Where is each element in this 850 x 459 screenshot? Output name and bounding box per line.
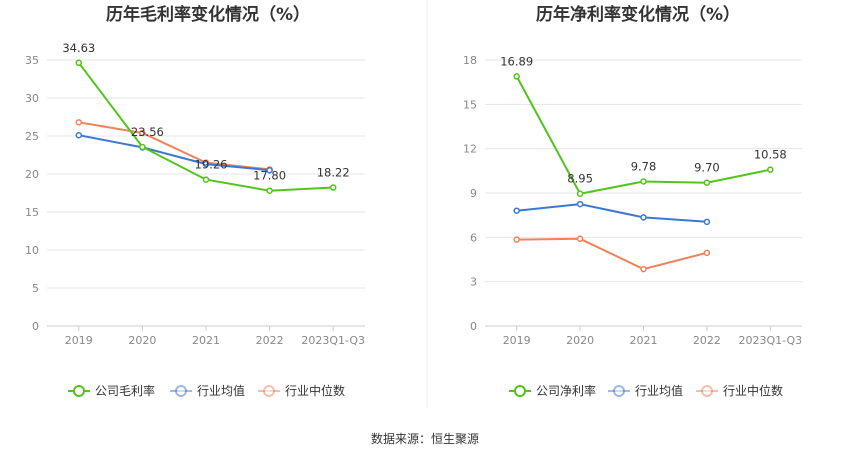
- data-point: [576, 190, 584, 197]
- legend-item: 公司净利率: [509, 383, 596, 398]
- legend-item: 行业均值: [170, 383, 245, 398]
- legend-item: 行业中位数: [696, 383, 783, 398]
- data-label: 16.89: [500, 54, 533, 68]
- data-point: [329, 184, 337, 191]
- y-tick-label: 0: [32, 320, 39, 333]
- data-point: [139, 129, 146, 137]
- data-point: [576, 200, 584, 208]
- data-point: [640, 265, 647, 273]
- data-point: [202, 176, 210, 183]
- data-source: 数据来源：恒生聚源: [371, 431, 479, 446]
- circle-line-marker-icon: [175, 385, 187, 397]
- circle-line-marker-icon: [514, 385, 526, 397]
- data-point: [75, 119, 83, 126]
- y-tick-label: 3: [470, 276, 477, 289]
- x-tick-label: 2020: [128, 334, 156, 347]
- circle-line-marker-icon: [701, 385, 713, 397]
- data-label: 8.95: [567, 172, 593, 186]
- legend: 公司毛利率 行业均值 行业中位数: [68, 383, 345, 398]
- x-tick-label: 2023Q1-Q3: [738, 334, 802, 347]
- circle-line-marker-icon: [263, 385, 275, 397]
- data-point: [513, 73, 520, 80]
- data-label: 19.26: [195, 158, 228, 172]
- gross-margin-chart: 历年毛利率变化情况（%） 0 5 10 15 20 25 30 35 2019 2020 2021 2…: [25, 4, 365, 398]
- data-point: [513, 207, 520, 214]
- chart-title: 历年净利率变化情况（%）: [536, 4, 740, 25]
- data-label: 9.70: [694, 161, 720, 175]
- legend: 公司净利率 行业均值 行业中位数: [509, 383, 783, 398]
- series-line: [78, 121, 270, 171]
- legend-label: 行业中位数: [723, 383, 783, 398]
- data-point: [75, 131, 83, 139]
- data-point: [266, 187, 273, 194]
- legend-label: 行业中位数: [285, 383, 345, 398]
- x-tick-label: 2021: [630, 334, 658, 347]
- y-tick-label: 25: [25, 130, 39, 143]
- series-line: [516, 237, 708, 271]
- legend-label: 行业均值: [197, 383, 245, 398]
- series-line: [515, 75, 771, 195]
- y-tick-label: 15: [463, 98, 477, 111]
- x-tick-label: 2019: [503, 334, 531, 347]
- data-point: [202, 160, 210, 168]
- y-tick-label: 12: [463, 143, 477, 156]
- x-tick-label: 2019: [65, 334, 93, 347]
- y-tick-label: 0: [470, 320, 477, 333]
- data-point: [75, 59, 83, 67]
- plot-area: 0 5 10 15 20 25 30 35 2019 2020 2021 2022 2023Q1-Q3 3…: [25, 41, 365, 347]
- legend-item: 公司毛利率: [68, 383, 155, 398]
- data-point: [640, 178, 647, 185]
- data-label: 34.63: [62, 41, 95, 55]
- y-tick-label: 20: [25, 168, 39, 181]
- legend-label: 公司净利率: [536, 383, 596, 398]
- x-tick-label: 2022: [256, 334, 284, 347]
- series-line: [516, 203, 707, 223]
- y-tick-label: 30: [25, 92, 39, 105]
- data-point: [703, 218, 711, 226]
- y-tick-label: 15: [25, 206, 39, 219]
- data-label: 23.56: [131, 125, 164, 139]
- legend-label: 行业均值: [635, 383, 683, 398]
- legend-item: 行业均值: [608, 383, 683, 398]
- y-tick-label: 5: [32, 282, 39, 295]
- data-label: 9.78: [631, 159, 657, 173]
- chart-title: 历年毛利率变化情况（%）: [106, 4, 310, 25]
- data-label: 18.22: [317, 166, 350, 180]
- x-tick-label: 2023Q1-Q3: [301, 334, 365, 347]
- plot-area: 0 3 6 9 12 15 18 2019 2020 2021 2022 2023Q1-Q3 16.89…: [463, 54, 802, 347]
- legend-item: 行业中位数: [258, 383, 345, 398]
- data-point: [703, 179, 711, 186]
- x-tick-label: 2020: [566, 334, 594, 347]
- y-tick-label: 35: [25, 54, 39, 67]
- data-label: 17.80: [253, 169, 286, 183]
- data-point: [703, 249, 711, 257]
- y-tick-label: 18: [463, 54, 477, 67]
- circle-line-marker-icon: [613, 385, 625, 397]
- y-tick-label: 9: [470, 187, 477, 200]
- legend-label: 公司毛利率: [95, 383, 155, 398]
- data-point: [576, 235, 584, 243]
- circle-line-marker-icon: [73, 385, 85, 397]
- data-point: [767, 166, 774, 173]
- data-point: [513, 236, 520, 243]
- data-point: [139, 143, 146, 151]
- y-tick-label: 6: [470, 231, 477, 244]
- y-tick-label: 10: [25, 244, 39, 257]
- data-point: [266, 166, 273, 174]
- x-tick-label: 2022: [693, 334, 721, 347]
- data-point: [640, 214, 647, 221]
- x-tick-label: 2021: [192, 334, 220, 347]
- net-margin-chart: 历年净利率变化情况（%） 0 3 6 9 12 15 18 2019 2020 2021 2022 2…: [463, 4, 802, 398]
- data-label: 10.58: [754, 148, 787, 162]
- series-line: [78, 134, 270, 172]
